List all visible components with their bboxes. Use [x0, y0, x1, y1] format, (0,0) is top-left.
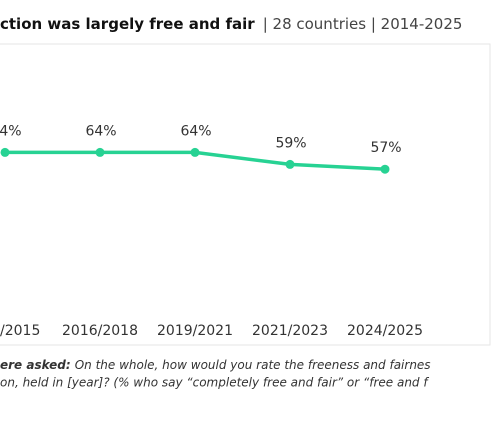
data-point: [0, 147, 10, 157]
data-label: 64%: [0, 123, 22, 139]
note-line: on, held in [year]? (% who say “complete…: [0, 376, 429, 390]
title: ction was largely free and fair: [0, 15, 255, 33]
data-point: [95, 147, 105, 157]
x-tick-label: 2024/2025: [347, 323, 423, 339]
note-lead: ere asked:: [0, 358, 71, 372]
x-tick-label: /2015: [0, 323, 40, 339]
chart-title: ction was largely free and fair | 28 coun…: [0, 15, 462, 33]
data-label: 64%: [85, 123, 116, 139]
data-label: 64%: [180, 123, 211, 139]
subtitle: | 28 countries | 2014-2025: [263, 15, 463, 33]
x-tick-label: 2019/2021: [157, 323, 233, 339]
plot-frame: [0, 43, 491, 346]
data-label: 59%: [275, 135, 306, 151]
note: ere asked: On the whole, how would you ra…: [0, 358, 431, 372]
x-tick-label: 2021/2023: [252, 323, 328, 339]
data-point: [285, 159, 295, 169]
x-tick-label: 2016/2018: [62, 323, 138, 339]
data-label: 57%: [370, 140, 401, 156]
data-point: [380, 164, 390, 174]
note-text: On the whole, how would you rate the fre…: [75, 358, 431, 372]
data-point: [190, 147, 200, 157]
